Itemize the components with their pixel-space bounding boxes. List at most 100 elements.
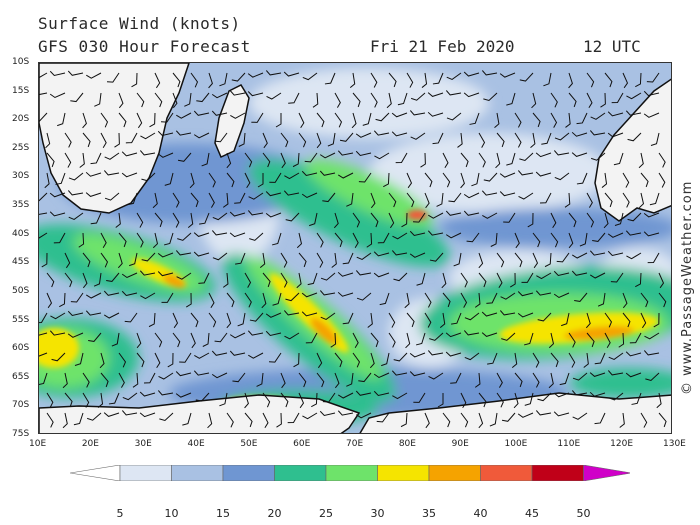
- wind-barb: [265, 330, 282, 337]
- wind-barb: [211, 350, 228, 356]
- wind-barb: [535, 410, 552, 416]
- wind-barb: [157, 390, 174, 396]
- wind-barb: [386, 92, 392, 109]
- wind-barb: [118, 232, 127, 248]
- wind-barb: [559, 372, 570, 386]
- wind-barb: [104, 152, 120, 160]
- wind-barb: [214, 132, 228, 143]
- wind-barb: [486, 292, 498, 304]
- wind-barb: [136, 92, 145, 108]
- wind-barb: [167, 352, 174, 368]
- wind-barb: [103, 290, 120, 296]
- wind-barb: [553, 150, 570, 156]
- wind-barb: [388, 332, 396, 348]
- wind-barb: [106, 72, 120, 83]
- wind-barb: [280, 372, 286, 389]
- wind-barb: [379, 292, 390, 306]
- wind-barb: [226, 312, 232, 329]
- wind-barb: [586, 72, 595, 88]
- wind-barb: [262, 412, 269, 429]
- longitude-label: 10E: [29, 439, 47, 449]
- wind-barb: [388, 212, 395, 229]
- wind-barb: [164, 172, 174, 186]
- wind-barb: [530, 132, 536, 149]
- wind-barb: [445, 90, 462, 96]
- wind-barb: [586, 192, 593, 208]
- wind-barb: [337, 392, 354, 399]
- wind-barb: [139, 270, 156, 276]
- wind-barb: [405, 332, 411, 349]
- forecast-date: Fri 21 Feb 2020: [370, 37, 515, 56]
- wind-barb: [463, 210, 480, 216]
- wind-barb: [301, 311, 318, 317]
- wind-barb: [381, 352, 390, 367]
- wind-barb: [460, 272, 468, 288]
- wind-barb: [589, 130, 606, 136]
- wind-barb: [265, 70, 282, 76]
- wind-barb: [115, 212, 121, 228]
- wind-barb: [478, 252, 484, 269]
- wind-barb: [275, 113, 282, 128]
- wind-barb: [211, 230, 228, 236]
- wind-barb: [589, 250, 606, 256]
- wind-barb: [337, 172, 354, 179]
- wind-barb: [554, 132, 570, 141]
- wind-barb: [658, 272, 665, 289]
- wind-barb: [176, 112, 192, 119]
- wind-barb: [247, 210, 264, 216]
- latitude-label: 65S: [12, 371, 30, 382]
- wind-barb: [499, 172, 516, 178]
- wind-barb: [571, 131, 588, 137]
- wind-barb: [627, 132, 642, 142]
- wind-barb: [154, 212, 163, 228]
- wind-barb: [553, 292, 570, 299]
- wind-barb: [212, 212, 228, 221]
- wind-barb: [585, 312, 591, 329]
- wind-barb: [568, 212, 577, 228]
- wind-barb: [391, 250, 408, 256]
- wind-map[interactable]: [38, 62, 672, 434]
- wind-barb: [177, 232, 192, 241]
- wind-barb: [208, 192, 215, 208]
- wind-barb: [307, 272, 318, 286]
- wind-barb: [229, 232, 246, 238]
- wind-barb: [189, 172, 195, 189]
- wind-barb: [446, 72, 462, 81]
- wind-barb: [292, 152, 300, 168]
- wind-barb: [334, 112, 343, 128]
- wind-barb: [46, 272, 55, 288]
- wind-barb: [464, 312, 480, 321]
- wind-barb: [395, 152, 408, 164]
- wind-barb: [481, 190, 498, 196]
- legend-swatch: [274, 465, 327, 481]
- wind-barb: [49, 92, 66, 99]
- wind-barb: [463, 71, 480, 77]
- wind-barb: [302, 412, 318, 420]
- wind-barb: [136, 212, 144, 228]
- wind-barb: [148, 312, 156, 328]
- legend-swatch: [171, 465, 224, 481]
- wind-barb: [337, 150, 354, 156]
- wind-barb: [298, 252, 307, 268]
- wind-barb: [265, 191, 282, 197]
- wind-barb: [226, 152, 232, 169]
- wind-barb: [352, 332, 359, 348]
- wind-barb: [287, 412, 300, 424]
- wind-barb: [202, 332, 210, 347]
- wind-barb: [631, 392, 642, 405]
- wind-barb: [175, 392, 192, 398]
- wind-barb: [114, 132, 120, 148]
- wind-barb: [442, 152, 449, 169]
- wind-barb: [139, 391, 156, 397]
- wind-barb: [53, 232, 66, 244]
- wind-barb: [643, 90, 660, 97]
- wind-barb: [640, 292, 649, 308]
- wind-barb: [463, 330, 480, 336]
- wind-barb: [658, 292, 667, 308]
- wind-barb: [322, 192, 336, 203]
- wind-barb: [283, 71, 300, 77]
- wind-barb: [280, 252, 288, 268]
- longitude-label: 120E: [610, 439, 634, 449]
- wind-barb: [272, 292, 282, 306]
- wind-barb: [432, 132, 444, 145]
